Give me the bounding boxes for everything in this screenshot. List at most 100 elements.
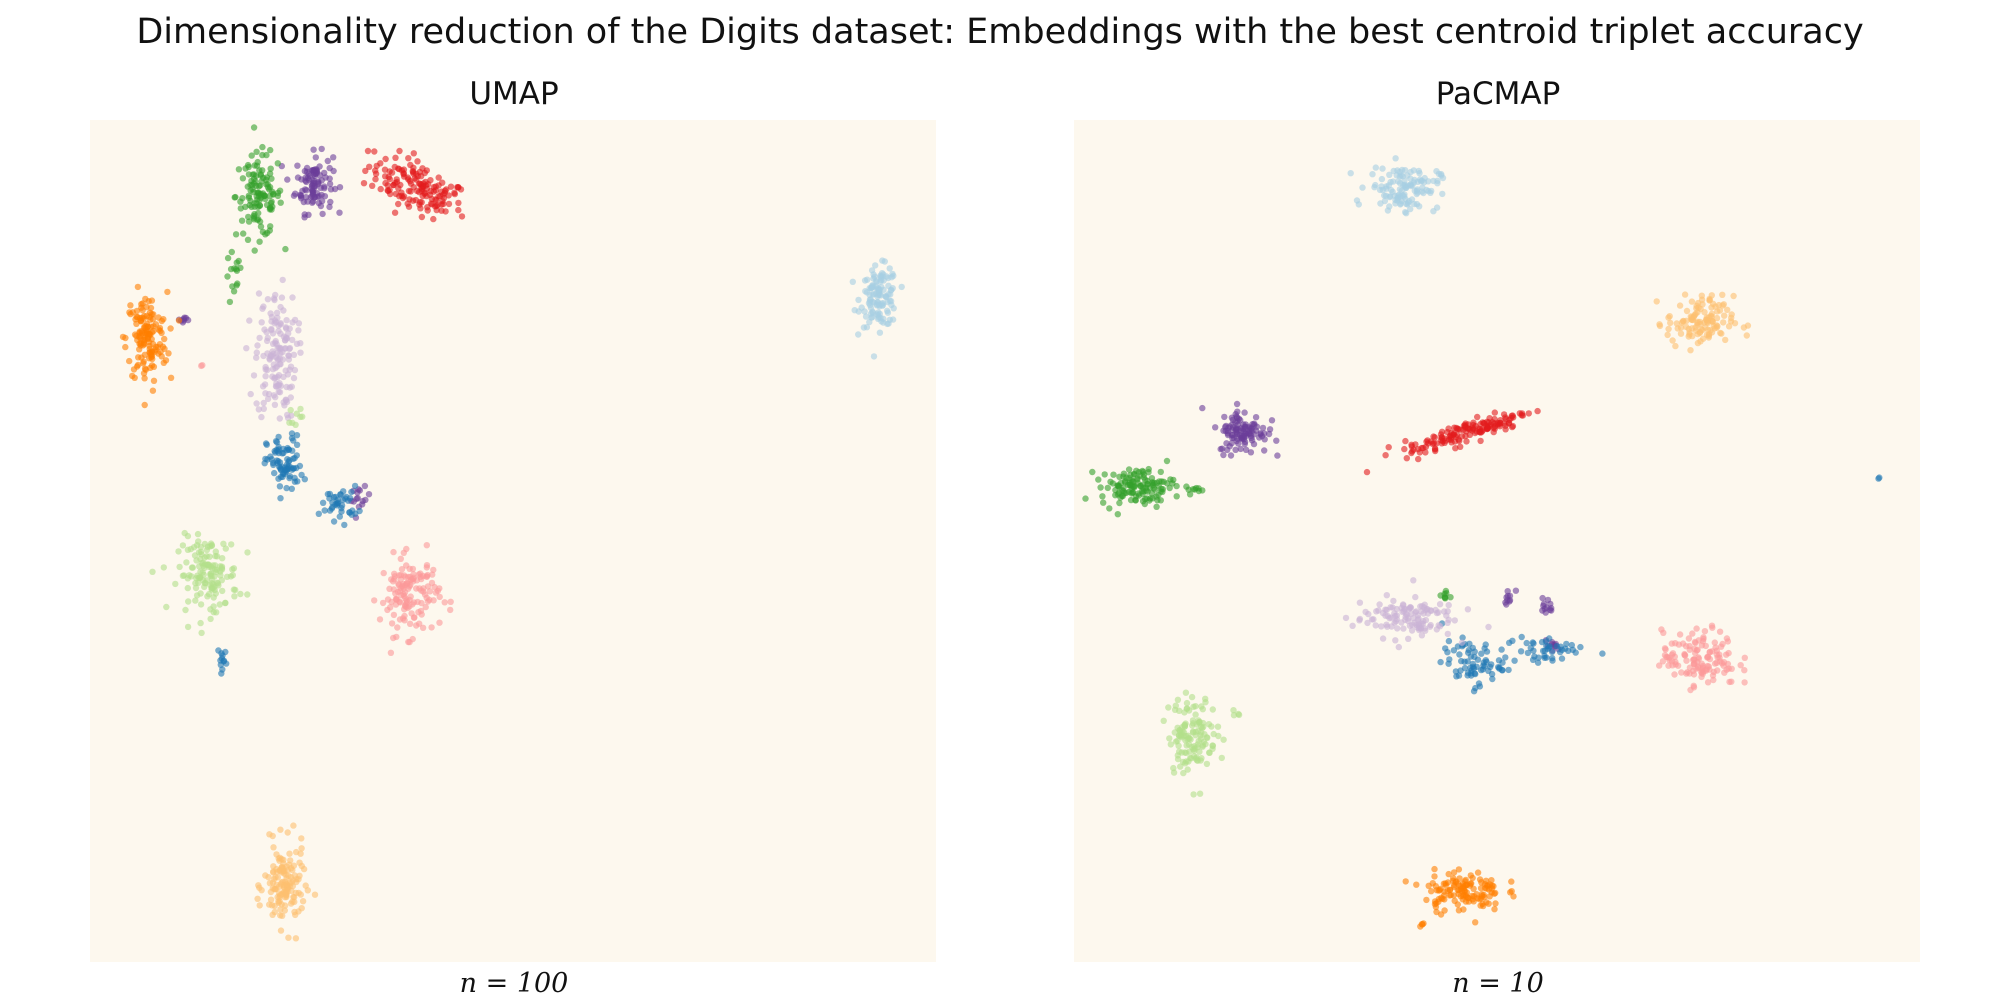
scatter-point [1505, 666, 1512, 674]
scatter-point [255, 882, 262, 889]
scatter-point [319, 499, 327, 506]
scatter-point [455, 184, 462, 191]
scatter-point [1723, 666, 1730, 673]
scatter-point [1677, 324, 1685, 331]
scatter-point [1107, 478, 1114, 485]
scatter-point [1407, 205, 1414, 213]
scatter-point [282, 367, 289, 374]
scatter-point [1116, 499, 1123, 507]
scatter-point [1194, 757, 1202, 764]
scatter-point [312, 154, 319, 161]
scatter-point [1424, 440, 1432, 447]
scatter-point [876, 301, 883, 309]
scatter-point [1716, 307, 1724, 314]
scatter-point [309, 176, 316, 184]
scatter-point [205, 561, 213, 568]
scatter-point [277, 495, 284, 502]
scatter-point [1382, 452, 1389, 459]
scatter-point [300, 865, 308, 873]
scatter-point [391, 179, 399, 187]
scatter-point [175, 548, 182, 555]
scatter-point [1741, 654, 1748, 661]
scatter-point [1534, 659, 1542, 666]
scatter-point [1498, 646, 1505, 653]
pacmap-x-label: n = 10 [1452, 968, 1544, 999]
scatter-point [1437, 658, 1444, 666]
scatter-point [396, 147, 403, 155]
scatter-point [127, 302, 134, 309]
scatter-point [266, 170, 274, 177]
scatter-point [1711, 325, 1718, 332]
scatter-point [1469, 424, 1476, 432]
scatter-point [1236, 431, 1243, 439]
scatter-point [1230, 707, 1237, 714]
scatter-point [147, 304, 155, 312]
scatter-point [1180, 769, 1187, 777]
scatter-point [158, 317, 165, 325]
scatter-point [1512, 587, 1520, 594]
scatter-point [401, 173, 408, 180]
scatter-point [372, 176, 379, 183]
scatter-point [1372, 622, 1379, 629]
scatter-point [1468, 667, 1475, 674]
scatter-point [245, 192, 252, 199]
scatter-point [1128, 477, 1135, 484]
scatter-point [194, 572, 201, 579]
scatter-point [268, 456, 275, 463]
umap-panel: UMAP n = 100 [84, 76, 944, 1006]
scatter-point [1701, 309, 1708, 316]
scatter-point [286, 325, 293, 332]
scatter-point [200, 577, 207, 584]
scatter-point [865, 300, 873, 307]
scatter-point [258, 413, 265, 421]
scatter-point [284, 176, 291, 183]
scatter-point [1451, 424, 1458, 431]
scatter-point [1405, 635, 1412, 642]
scatter-point [898, 283, 905, 291]
scatter-point [1191, 486, 1198, 493]
scatter-point [1502, 422, 1509, 429]
scatter-point [137, 340, 144, 347]
scatter-point [880, 277, 887, 284]
scatter-point [1702, 642, 1709, 650]
scatter-point [418, 199, 425, 206]
scatter-point [379, 599, 387, 607]
scatter-point [1342, 614, 1350, 622]
scatter-point [1259, 424, 1267, 432]
scatter-point [1450, 869, 1458, 876]
scatter-point [380, 569, 387, 577]
scatter-point [1431, 446, 1439, 453]
scatter-point [1146, 497, 1153, 504]
scatter-point [377, 185, 384, 193]
scatter-point [1653, 298, 1660, 305]
scatter-point [1728, 678, 1735, 685]
scatter-point [200, 571, 207, 578]
scatter-point [1373, 608, 1380, 615]
scatter-point [1461, 664, 1469, 672]
scatter-point [1457, 426, 1464, 433]
scatter-point [1372, 181, 1379, 189]
scatter-point [203, 546, 211, 554]
scatter-point [1157, 468, 1164, 476]
scatter-point [1494, 419, 1501, 427]
scatter-point [1722, 336, 1729, 344]
scatter-point [295, 320, 303, 327]
scatter-point [245, 171, 253, 178]
scatter-point [1703, 331, 1711, 338]
scatter-point [270, 868, 277, 875]
scatter-point [264, 296, 272, 303]
scatter-point [275, 449, 282, 457]
scatter-point [206, 553, 213, 560]
scatter-point [1153, 503, 1160, 510]
scatter-point [244, 236, 252, 243]
scatter-point [1525, 410, 1532, 417]
scatter-point [1125, 466, 1133, 473]
scatter-point [1209, 706, 1216, 713]
scatter-point [1485, 623, 1492, 631]
scatter-point [1387, 614, 1395, 621]
scatter-point [275, 344, 283, 351]
scatter-point [1462, 432, 1469, 440]
scatter-point [216, 601, 223, 608]
scatter-point [319, 210, 326, 218]
scatter-point [1425, 187, 1432, 195]
